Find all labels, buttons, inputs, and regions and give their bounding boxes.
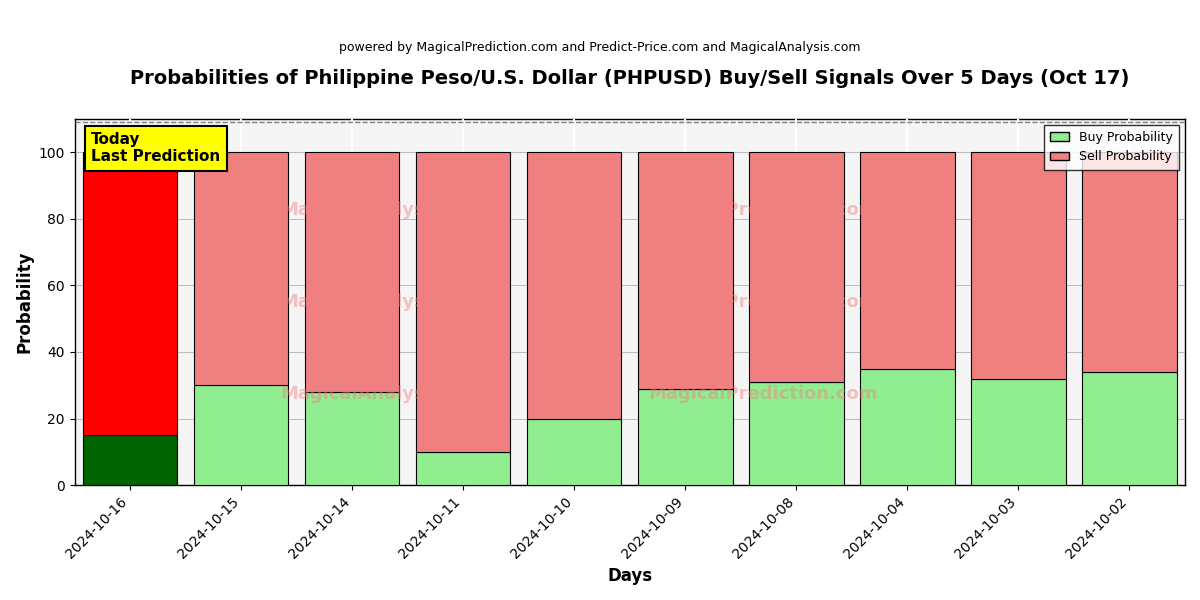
Bar	[194, 152, 288, 385]
Bar	[860, 368, 955, 485]
Bar	[83, 152, 178, 435]
Text: Today
Last Prediction: Today Last Prediction	[91, 132, 221, 164]
Legend: Buy Probability, Sell Probability: Buy Probability, Sell Probability	[1044, 125, 1178, 170]
Text: MagicalAnalysis.com: MagicalAnalysis.com	[281, 202, 491, 220]
Bar	[305, 392, 400, 485]
Bar	[971, 379, 1066, 485]
Bar	[416, 452, 510, 485]
Y-axis label: Probability: Probability	[16, 251, 34, 353]
Bar	[971, 152, 1066, 379]
Bar	[416, 152, 510, 452]
Bar	[1082, 372, 1177, 485]
Text: MagicalAnalysis.com: MagicalAnalysis.com	[281, 293, 491, 311]
Text: MagicalPrediction.com: MagicalPrediction.com	[648, 385, 878, 403]
Text: MagicalAnalysis.com: MagicalAnalysis.com	[281, 385, 491, 403]
Title: Probabilities of Philippine Peso/U.S. Dollar (PHPUSD) Buy/Sell Signals Over 5 Da: Probabilities of Philippine Peso/U.S. Do…	[130, 69, 1129, 88]
Text: powered by MagicalPrediction.com and Predict-Price.com and MagicalAnalysis.com: powered by MagicalPrediction.com and Pre…	[340, 41, 860, 54]
Bar	[860, 152, 955, 368]
Bar	[749, 382, 844, 485]
X-axis label: Days: Days	[607, 567, 653, 585]
Bar	[749, 152, 844, 382]
Bar	[1082, 152, 1177, 372]
Bar	[527, 152, 622, 419]
Bar	[83, 435, 178, 485]
Text: MagicalPrediction.com: MagicalPrediction.com	[648, 202, 878, 220]
Bar	[638, 389, 732, 485]
Bar	[194, 385, 288, 485]
Bar	[305, 152, 400, 392]
Text: MagicalPrediction.com: MagicalPrediction.com	[648, 293, 878, 311]
Bar	[527, 419, 622, 485]
Bar	[638, 152, 732, 389]
